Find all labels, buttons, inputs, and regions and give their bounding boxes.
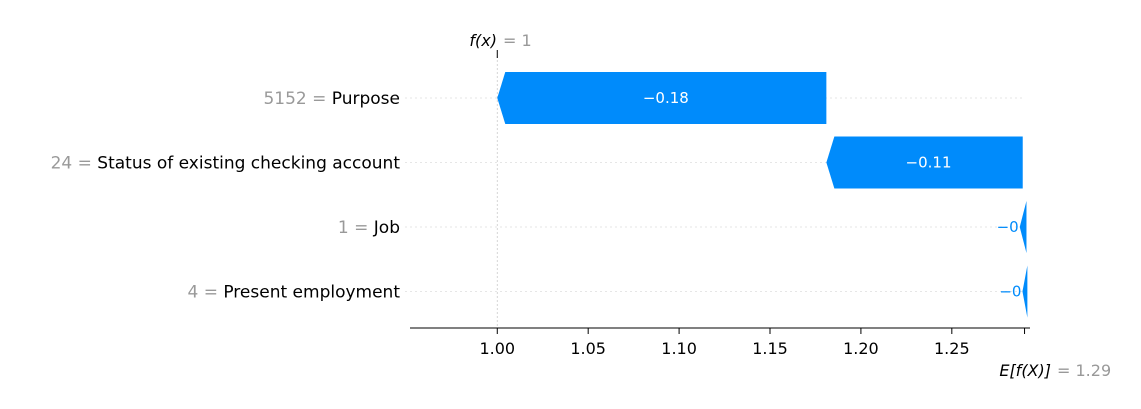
feature-labels: 5152 = Purpose 24 = Status of existing ch… [51,89,401,303]
bars: −0.18 −0.11 −0 −0 [497,72,1028,318]
x-tick-label: 1.20 [843,339,879,358]
feature-value: 1 = [338,218,374,238]
feature-name: Status of existing checking account [97,154,400,174]
expected-label: E[f(X)] [999,361,1051,380]
fx-value: = 1 [503,31,532,50]
feature-name: Present employment [223,283,400,303]
feature-value: 4 = [187,283,223,303]
grid-layer [405,97,1025,292]
x-tick-label: 1.10 [661,339,697,358]
expected-value: = 1.29 [1057,361,1111,380]
feature-label: 4 = Present employment [187,283,400,303]
fx-annotation: f(x) = 1 [469,31,531,50]
contribution-label: −0 [997,218,1019,236]
contribution-label: −0.18 [643,89,689,107]
expected-annotation: E[f(X)] = 1.29 [999,361,1111,380]
fx-label: f(x) [469,31,497,50]
x-tick-label: 1.25 [934,339,970,358]
feature-name: Purpose [332,89,400,109]
bar-2 [826,136,1023,189]
bar-4 [1022,265,1028,318]
x-tick-label: 1.15 [752,339,788,358]
bar-3 [1019,201,1027,253]
x-tick-label: 1.00 [479,339,515,358]
feature-name: Job [373,218,400,238]
contribution-label: −0 [999,283,1021,301]
feature-value: 5152 = [263,89,331,109]
contribution-label: −0.11 [906,154,952,172]
feature-value: 24 = [51,154,98,174]
feature-label: 24 = Status of existing checking account [51,154,401,174]
bar-1 [497,72,827,124]
feature-label: 5152 = Purpose [263,89,400,109]
feature-label: 1 = Job [338,218,400,238]
x-tick-label: 1.05 [570,339,606,358]
x-axis: 1.00 1.05 1.10 1.15 1.20 1.25 [410,327,1030,358]
